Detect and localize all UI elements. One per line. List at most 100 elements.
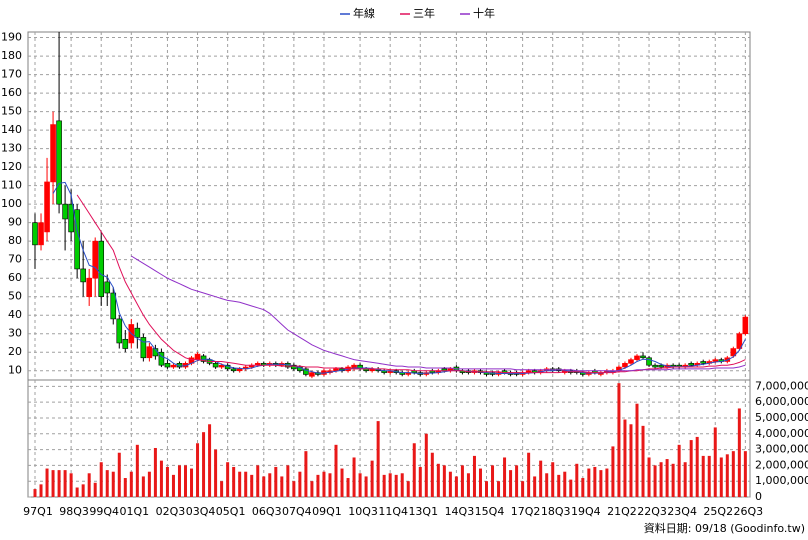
x-tick-label: 17Q2 <box>511 505 541 518</box>
volume-bar <box>310 481 314 497</box>
volume-bar <box>527 452 531 497</box>
candle-body <box>303 368 309 375</box>
volume-bar <box>45 468 49 497</box>
y-tick-label: 160 <box>1 86 22 99</box>
candle-body <box>646 357 652 366</box>
x-tick-label: 09Q1 <box>312 505 342 518</box>
candle-body <box>104 281 111 294</box>
volume-bar <box>533 476 537 497</box>
volume-bar <box>214 449 218 497</box>
x-tick-label: 15Q4 <box>475 505 505 518</box>
y-tick-label: 50 <box>8 290 22 303</box>
x-tick-label: 02Q3 <box>156 505 186 518</box>
volume-bar <box>51 470 55 497</box>
candle-body <box>700 361 707 364</box>
y-tick-label: 60 <box>8 271 22 284</box>
volume-bar <box>316 474 320 497</box>
volume-bar <box>515 465 519 497</box>
x-tick-label: 23Q4 <box>667 505 697 518</box>
candle-body <box>140 337 147 359</box>
ma-line <box>52 181 746 375</box>
volume-bar <box>256 465 260 497</box>
x-tick-label: 10Q3 <box>348 505 378 518</box>
x-tick-label: 97Q1 <box>23 505 53 518</box>
volume-bar <box>683 462 687 497</box>
volume-bar <box>491 465 495 497</box>
y-tick-label: 2,000,000 <box>755 458 808 471</box>
volume-bar <box>466 473 470 497</box>
candle-body <box>309 372 315 377</box>
candle-body <box>712 359 719 362</box>
x-tick-label: 03Q4 <box>186 505 216 518</box>
x-tick-label: 18Q3 <box>541 505 571 518</box>
volume-bar <box>545 473 549 497</box>
volume-bar <box>382 474 386 497</box>
candle-body <box>158 351 165 366</box>
x-tick-label: 06Q3 <box>252 505 282 518</box>
y-tick-label: 100 <box>1 197 22 210</box>
y-tick-label: 170 <box>1 68 22 81</box>
candle-body <box>80 268 86 283</box>
candle-body <box>50 124 56 183</box>
volume-bar <box>460 465 464 497</box>
volume-bar <box>208 424 212 497</box>
volume-bar <box>340 468 344 497</box>
candle-body <box>38 222 44 246</box>
candle-body <box>218 364 225 368</box>
volume-bar <box>707 455 711 497</box>
candle-body <box>92 240 98 279</box>
volume-bar <box>81 484 85 497</box>
x-tick-label: 01Q1 <box>119 505 149 518</box>
volume-bar <box>274 466 278 497</box>
volume-bar <box>39 484 43 497</box>
y-tick-label: 190 <box>1 31 22 44</box>
volume-bar <box>557 474 561 497</box>
x-tick-label: 99Q4 <box>89 505 119 518</box>
volume-bar <box>701 455 705 497</box>
legend-label: 十年 <box>473 6 495 20</box>
candle-body <box>122 338 129 349</box>
volume-bar <box>551 462 555 497</box>
candle-body <box>212 363 219 368</box>
x-tick-label: 98Q3 <box>59 505 89 518</box>
volume-bar <box>238 471 242 497</box>
y-tick-label: 30 <box>8 327 22 340</box>
volume-bar <box>346 478 350 497</box>
volume-bar <box>220 481 224 497</box>
candle-body <box>688 363 694 366</box>
volume-bar <box>725 454 729 497</box>
candle-body <box>62 203 68 220</box>
volume-bar <box>99 462 103 497</box>
y-tick-label: 6,000,000 <box>755 395 808 408</box>
volume-bar <box>147 471 151 497</box>
candle-body <box>634 355 640 360</box>
volume-bar <box>352 457 356 497</box>
volume-bar <box>87 473 91 497</box>
candle-body <box>110 292 117 320</box>
volume-bar <box>509 470 513 497</box>
x-tick-label: 26Q3 <box>734 505 764 518</box>
volume-bar <box>135 444 139 497</box>
y-tick-label: 5,000,000 <box>755 411 808 424</box>
volume-bar <box>322 471 326 497</box>
volume-bar <box>689 440 693 497</box>
volume-bar <box>202 432 206 497</box>
volume-bar <box>653 465 657 497</box>
y-tick-label: 90 <box>8 216 22 229</box>
volume-bar <box>539 460 543 497</box>
source-note: 資料日期: 09/18 (Goodinfo.tw) <box>644 521 805 535</box>
volume-bar <box>177 465 181 497</box>
x-tick-label: 05Q1 <box>216 505 246 518</box>
y-tick-label: 7,000,000 <box>755 379 808 392</box>
x-tick-label: 25Q2 <box>703 505 733 518</box>
y-tick-label: 80 <box>8 234 22 247</box>
candle-body <box>32 222 38 246</box>
candle-body <box>68 203 74 233</box>
y-tick-label: 0 <box>755 490 762 503</box>
volume-bar <box>141 476 145 497</box>
ma-line <box>131 255 746 372</box>
x-tick-label: 14Q3 <box>445 505 475 518</box>
candle-body <box>170 364 177 368</box>
volume-bar <box>599 470 603 497</box>
volume-bar <box>165 466 169 497</box>
